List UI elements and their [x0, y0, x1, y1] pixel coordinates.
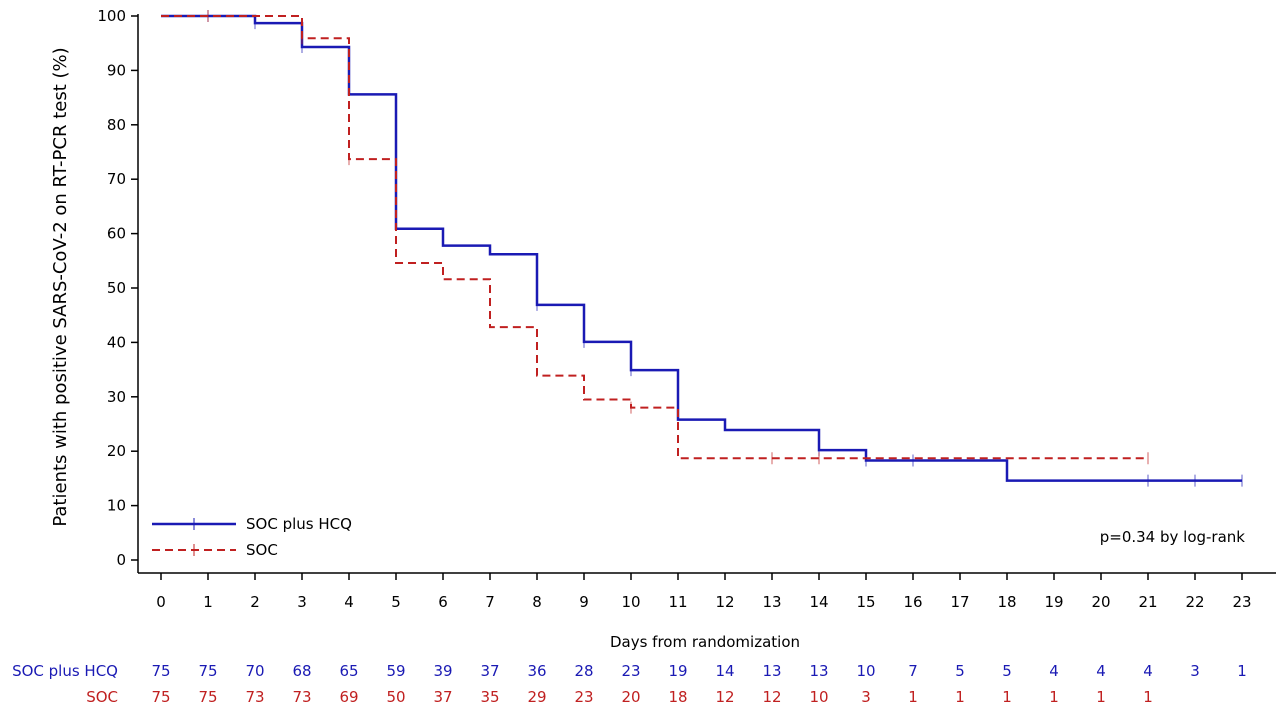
risk-row-label: SOC — [86, 688, 118, 706]
risk-value: 13 — [762, 662, 781, 680]
risk-table: SOC plus HCQ 75 75 70 68 65 59 39 37 36 28 23 19 14 13… — [12, 662, 1247, 706]
series-line-0 — [161, 14, 1242, 482]
risk-value: 4 — [1049, 662, 1059, 680]
risk-value: 50 — [386, 688, 405, 706]
risk-value: 1 — [1002, 688, 1012, 706]
pvalue-annotation: p=0.34 by log-rank — [1100, 528, 1246, 546]
risk-value: 75 — [198, 662, 217, 680]
risk-value: 75 — [151, 688, 170, 706]
legend-label-1: SOC — [246, 541, 278, 559]
x-tick-label: 12 — [715, 593, 734, 611]
x-tick-label: 11 — [668, 593, 687, 611]
x-tick-label: 20 — [1091, 593, 1110, 611]
risk-value: 29 — [527, 688, 546, 706]
x-tick-label: 8 — [532, 593, 542, 611]
x-tick-label: 22 — [1185, 593, 1204, 611]
risk-value: 13 — [809, 662, 828, 680]
x-tick-label: 14 — [809, 593, 828, 611]
x-tick-label: 23 — [1232, 593, 1251, 611]
x-tick-label: 13 — [762, 593, 781, 611]
risk-value: 20 — [621, 688, 640, 706]
series-line-1 — [161, 15, 1148, 460]
risk-value: 23 — [574, 688, 593, 706]
risk-value: 59 — [386, 662, 405, 680]
x-tick-label: 10 — [621, 593, 640, 611]
risk-row-label: SOC plus HCQ — [12, 662, 118, 680]
y-tick-label: 20 — [107, 442, 126, 460]
y-tick-label: 50 — [107, 279, 126, 297]
risk-value: 5 — [955, 662, 965, 680]
risk-value: 4 — [1096, 662, 1106, 680]
y-tick-label: 10 — [107, 497, 126, 515]
risk-value: 1 — [1096, 688, 1106, 706]
risk-value: 65 — [339, 662, 358, 680]
y-tick-label: 90 — [107, 61, 126, 79]
risk-value: 19 — [668, 662, 687, 680]
x-tick-label: 4 — [344, 593, 354, 611]
x-tick-label: 9 — [579, 593, 589, 611]
y-tick-label: 0 — [116, 551, 126, 569]
series-layer — [161, 10, 1243, 487]
risk-value: 12 — [762, 688, 781, 706]
x-tick-label: 3 — [297, 593, 307, 611]
risk-value: 18 — [668, 688, 687, 706]
risk-value: 37 — [480, 662, 499, 680]
risk-value: 4 — [1143, 662, 1153, 680]
x-tick-label: 21 — [1138, 593, 1157, 611]
y-tick-label: 60 — [107, 225, 126, 243]
risk-value: 1 — [955, 688, 965, 706]
risk-value: 12 — [715, 688, 734, 706]
risk-value: 68 — [292, 662, 311, 680]
risk-value: 73 — [292, 688, 311, 706]
risk-value: 1 — [908, 688, 918, 706]
risk-value: 28 — [574, 662, 593, 680]
risk-value: 37 — [433, 688, 452, 706]
x-tick-label: 17 — [950, 593, 969, 611]
x-tick-label: 2 — [250, 593, 260, 611]
x-tick-label: 6 — [438, 593, 448, 611]
y-tick-label: 70 — [107, 170, 126, 188]
risk-value: 7 — [908, 662, 918, 680]
risk-value: 1 — [1049, 688, 1059, 706]
risk-value: 36 — [527, 662, 546, 680]
y-tick-label: 40 — [107, 333, 126, 351]
risk-value: 1 — [1143, 688, 1153, 706]
risk-value: 39 — [433, 662, 452, 680]
risk-value: 14 — [715, 662, 734, 680]
x-tick-label: 1 — [203, 593, 213, 611]
x-tick-label: 15 — [856, 593, 875, 611]
risk-value: 70 — [245, 662, 264, 680]
y-tick-label: 30 — [107, 388, 126, 406]
legend: SOC plus HCQ SOC — [152, 515, 352, 559]
risk-value: 3 — [861, 688, 871, 706]
risk-value: 75 — [198, 688, 217, 706]
y-tick-label: 80 — [107, 116, 126, 134]
risk-value: 69 — [339, 688, 358, 706]
risk-value: 73 — [245, 688, 264, 706]
risk-value: 1 — [1237, 662, 1247, 680]
risk-value: 23 — [621, 662, 640, 680]
risk-value: 75 — [151, 662, 170, 680]
x-tick-label: 19 — [1044, 593, 1063, 611]
x-axis-title: Days from randomization — [610, 633, 800, 651]
x-tick-label: 0 — [156, 593, 166, 611]
y-tick-label: 100 — [97, 7, 126, 25]
x-tick-label: 16 — [903, 593, 922, 611]
x-tick-label: 18 — [997, 593, 1016, 611]
y-axis-title: Patients with positive SARS-CoV-2 on RT-… — [50, 47, 71, 526]
risk-value: 35 — [480, 688, 499, 706]
x-tick-label: 5 — [391, 593, 401, 611]
risk-value: 3 — [1190, 662, 1200, 680]
x-tick-label: 7 — [485, 593, 495, 611]
risk-value: 5 — [1002, 662, 1012, 680]
legend-label-0: SOC plus HCQ — [246, 515, 352, 533]
risk-value: 10 — [856, 662, 875, 680]
risk-value: 10 — [809, 688, 828, 706]
